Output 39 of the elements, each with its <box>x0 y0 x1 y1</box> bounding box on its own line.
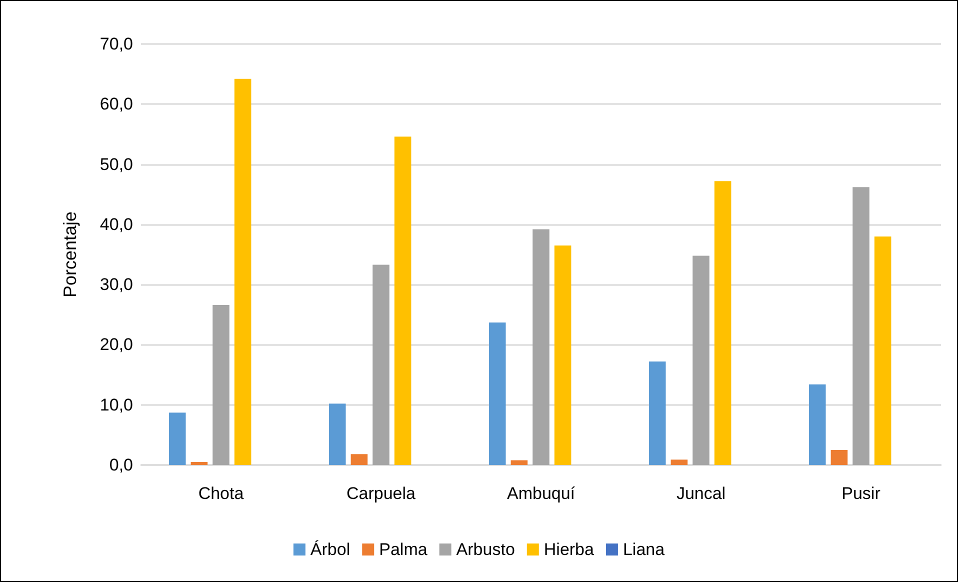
bar <box>489 322 506 465</box>
y-tick-label: 30,0 <box>100 275 133 294</box>
bar <box>329 404 346 465</box>
bar <box>394 136 412 465</box>
legend-label: Árbol <box>310 540 350 559</box>
y-tick-label: 70,0 <box>100 34 133 54</box>
bar <box>852 187 870 465</box>
x-tick-label: Chota <box>198 484 244 503</box>
bar <box>670 460 688 465</box>
bar <box>554 245 572 465</box>
bar <box>692 256 710 465</box>
bar <box>510 460 528 465</box>
bar <box>830 450 848 465</box>
bar <box>350 454 368 465</box>
y-tick-label: 50,0 <box>100 154 133 174</box>
y-tick-label: 40,0 <box>100 214 133 234</box>
y-tick-label: 60,0 <box>100 94 133 114</box>
legend-label: Palma <box>379 540 428 559</box>
y-tick-label: 10,0 <box>100 395 133 414</box>
y-tick-label: 20,0 <box>100 335 133 354</box>
x-tick-label: Carpuela <box>346 484 416 503</box>
bar <box>169 412 186 465</box>
bar <box>190 462 208 465</box>
y-tick-label: 0,0 <box>109 456 133 474</box>
legend-label: Arbusto <box>456 540 515 559</box>
bar <box>714 181 732 465</box>
x-tick-label: Pusir <box>842 484 881 503</box>
legend-label: Hierba <box>544 540 595 559</box>
bar <box>234 78 252 465</box>
x-tick-label: Ambuquí <box>506 484 576 503</box>
x-tick-label: Juncal <box>676 484 726 503</box>
bar <box>372 264 390 465</box>
bar <box>874 236 892 465</box>
bar <box>212 305 230 465</box>
bar <box>809 384 826 465</box>
bar <box>532 229 550 465</box>
legend-label: Liana <box>622 540 666 559</box>
bar <box>649 362 666 465</box>
y-axis-title: Porcentaje <box>60 211 80 298</box>
